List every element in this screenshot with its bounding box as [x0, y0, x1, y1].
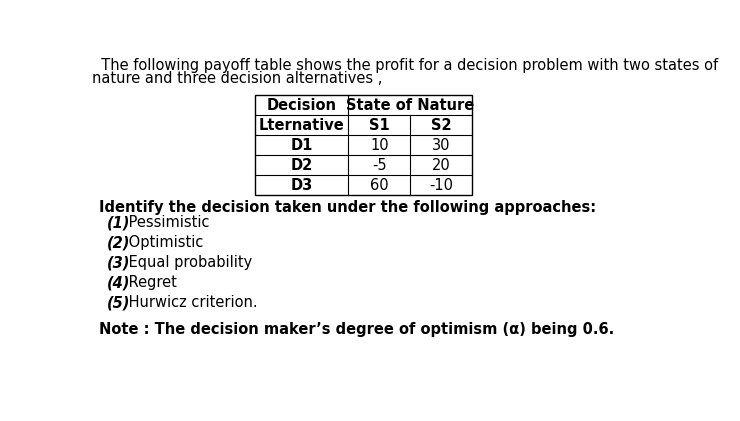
Bar [255, 95, 472, 195]
Text: S1: S1 [369, 118, 390, 133]
Text: D3: D3 [291, 178, 313, 193]
Text: Optimistic: Optimistic [124, 235, 204, 250]
Text: -10: -10 [429, 178, 453, 193]
Text: Lternative: Lternative [259, 118, 345, 133]
Text: State of Nature: State of Nature [346, 98, 474, 113]
Text: 60: 60 [370, 178, 388, 193]
Text: Decision: Decision [266, 98, 337, 113]
Text: 30: 30 [432, 138, 451, 153]
Text: 10: 10 [370, 138, 388, 153]
Text: (4): (4) [107, 275, 130, 290]
Text: Hurwicz criterion.: Hurwicz criterion. [124, 296, 258, 310]
Text: (5): (5) [107, 296, 130, 310]
Text: (1): (1) [107, 215, 130, 230]
Text: The following payoff table shows the profit for a decision problem with two stat: The following payoff table shows the pro… [92, 58, 719, 73]
Text: (2): (2) [107, 235, 130, 250]
Text: (3): (3) [107, 256, 130, 270]
Text: nature and three decision alternatives ,: nature and three decision alternatives , [92, 71, 383, 85]
Text: Pessimistic: Pessimistic [124, 215, 209, 230]
Text: Equal probability: Equal probability [124, 256, 252, 270]
Text: Note : The decision maker’s degree of optimism (α) being 0.6.: Note : The decision maker’s degree of op… [98, 322, 614, 336]
Text: Regret: Regret [124, 275, 177, 290]
Text: Identify the decision taken under the following approaches:: Identify the decision taken under the fo… [98, 200, 596, 215]
Text: -5: -5 [372, 158, 386, 173]
Text: 20: 20 [432, 158, 451, 173]
Text: D2: D2 [291, 158, 313, 173]
Text: S2: S2 [431, 118, 451, 133]
Text: D1: D1 [291, 138, 313, 153]
